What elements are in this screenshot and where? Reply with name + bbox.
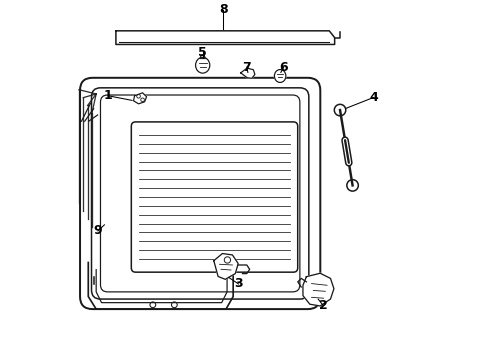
Ellipse shape [196, 57, 210, 73]
Text: 6: 6 [279, 60, 288, 73]
Text: 9: 9 [94, 224, 102, 238]
Polygon shape [241, 68, 255, 78]
Circle shape [224, 257, 231, 263]
FancyBboxPatch shape [131, 122, 298, 272]
Text: 5: 5 [198, 46, 207, 59]
Polygon shape [303, 273, 334, 306]
Polygon shape [214, 253, 238, 279]
Ellipse shape [274, 69, 286, 82]
Polygon shape [116, 31, 335, 44]
Text: 1: 1 [104, 89, 112, 102]
Text: 8: 8 [219, 3, 228, 16]
Polygon shape [134, 93, 147, 104]
Text: 3: 3 [234, 278, 243, 291]
Text: 4: 4 [369, 91, 378, 104]
Text: 7: 7 [243, 60, 251, 73]
Text: 2: 2 [319, 299, 327, 312]
